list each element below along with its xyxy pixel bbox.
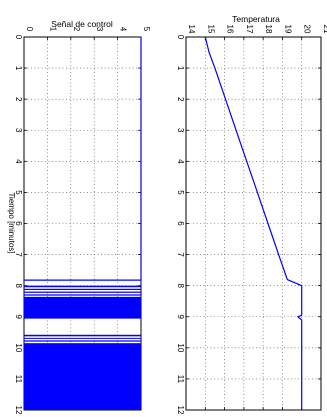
control-time-tick-label: 7: [14, 252, 23, 257]
temperature-time-tick-label: 8: [176, 283, 185, 288]
temperature-time-tick-label: 0: [176, 35, 185, 40]
control-time-tick-label: 12: [14, 406, 23, 415]
control-value-tick-label: 0: [25, 27, 34, 32]
temperature-time-tick-label: 12: [176, 406, 185, 415]
control-switching-block: [24, 285, 141, 288]
control-time-tick-label: 6: [14, 221, 23, 226]
control-value-tick-label: 1: [48, 27, 57, 32]
control-time-tick-label: 5: [14, 190, 23, 195]
control-time-tick-label: 1: [14, 66, 23, 71]
control-switching-block: [24, 337, 141, 339]
control-time-tick-label: 8: [14, 283, 23, 288]
control-signal-series: [24, 37, 142, 410]
control-chart-title: Señal de control: [51, 19, 113, 29]
control-switching-block: [24, 334, 141, 337]
control-time-tick-label: 4: [14, 159, 23, 164]
temperature-value-tick-label: 15: [206, 25, 215, 34]
control-value-tick-label: 5: [142, 27, 151, 32]
temperature-value-tick-label: 20: [303, 25, 312, 34]
temperature-line: [204, 36, 303, 410]
control-switching-block: [24, 294, 141, 296]
temperature-time-tick-label: 4: [176, 159, 185, 164]
control-switching-block: [24, 291, 141, 293]
control-time-tick-label: 11: [14, 375, 23, 384]
control-switching-block: [24, 296, 141, 319]
temperature-series: [204, 36, 303, 410]
control-time-tick-label: 0: [14, 35, 23, 40]
temperature-time-tick-label: 10: [176, 343, 185, 352]
temperature-value-tick-label: 21: [322, 25, 327, 34]
temperature-time-tick-label: 7: [176, 252, 185, 257]
temperature-time-tick-label: 3: [176, 128, 185, 133]
temperature-time-tick-label: 2: [176, 97, 185, 102]
control-time-tick-label: 10: [14, 343, 23, 352]
temperature-time-tick-label: 11: [176, 375, 185, 384]
temperature-chart-title: Temperatura: [232, 14, 280, 24]
control-time-tick-label: 3: [14, 128, 23, 133]
temperature-time-tick-label: 1: [176, 66, 185, 71]
temperature-value-tick-label: 16: [226, 25, 235, 34]
control-value-tick-label: 4: [119, 27, 128, 32]
control-time-tick-label: 9: [14, 315, 23, 320]
temperature-value-tick-label: 17: [245, 25, 254, 34]
temperature-value-tick-label: 14: [187, 25, 196, 34]
control-value-tick-label: 3: [95, 27, 104, 32]
temperature-time-tick-label: 5: [176, 190, 185, 195]
temperature-time-tick-label: 9: [176, 315, 185, 320]
temperature-value-tick-label: 18: [264, 25, 273, 34]
control-time-tick-label: 2: [14, 97, 23, 102]
temperature-time-tick-label: 6: [176, 221, 185, 226]
control-value-tick-label: 2: [72, 27, 81, 32]
control-switching-block: [24, 343, 141, 410]
control-switching-block: [24, 288, 141, 291]
control-switching-block: [24, 340, 141, 342]
temperature-grid: [186, 37, 321, 410]
control-grid: [24, 37, 141, 410]
x-axis-label: Tiempo [minutos]: [7, 192, 16, 253]
temperature-value-tick-label: 19: [283, 25, 292, 34]
